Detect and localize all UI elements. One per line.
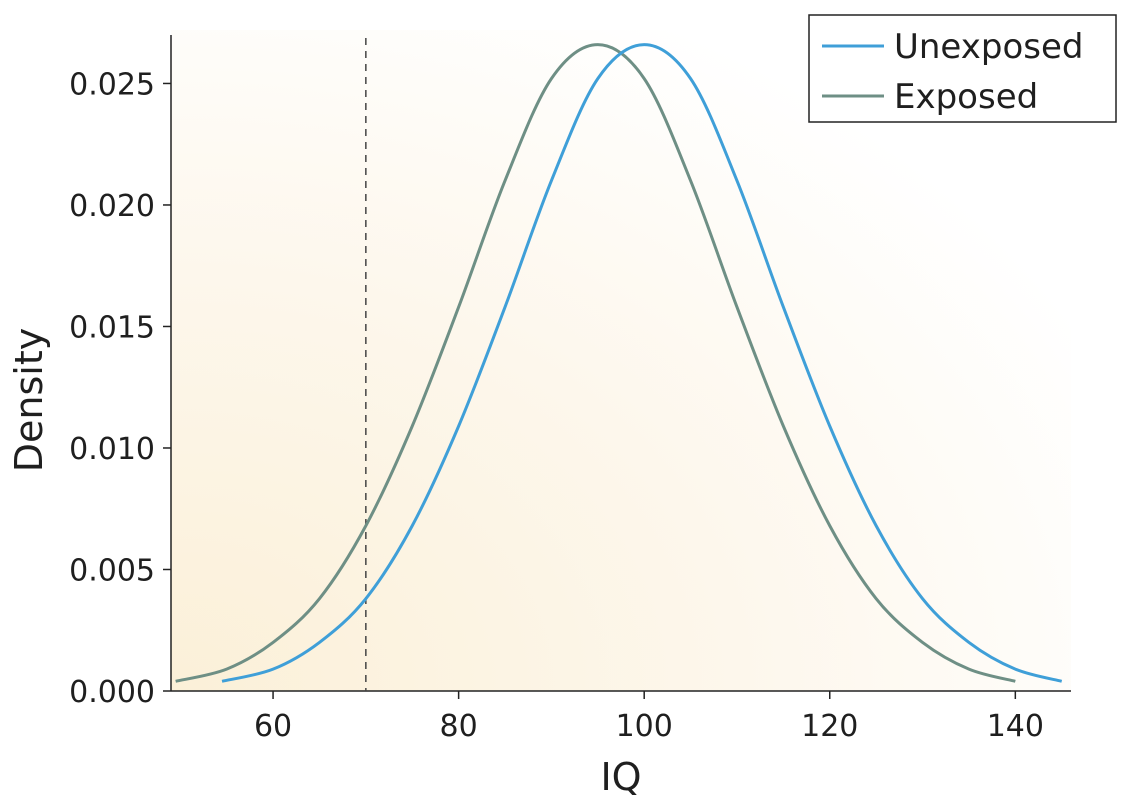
x-tick-label: 60 — [254, 709, 292, 744]
y-tick-label: 0.025 — [69, 67, 155, 102]
y-tick-label: 0.010 — [69, 432, 155, 467]
x-tick-label: 120 — [801, 709, 858, 744]
series-layer — [175, 43, 1063, 683]
series-line-exposed — [175, 43, 1016, 683]
legend-label-exposed: Exposed — [894, 77, 1038, 117]
x-axis-title: IQ — [600, 755, 641, 799]
x-tick-label: 80 — [440, 709, 478, 744]
y-axis-title: Density — [7, 328, 51, 472]
y-tick-label: 0.000 — [69, 675, 155, 710]
y-tick-label: 0.005 — [69, 553, 155, 588]
x-tick-label: 140 — [987, 709, 1044, 744]
y-tick-label: 0.015 — [69, 310, 155, 345]
series-line-unexposed — [221, 43, 1063, 683]
x-tick-label: 100 — [616, 709, 673, 744]
legend-label-unexposed: Unexposed — [894, 27, 1083, 67]
plot-background — [171, 30, 1071, 691]
y-tick-label: 0.020 — [69, 189, 155, 224]
axes: 0.000 0.005 0.010 0.015 0.020 0.025 60 80 100 120… — [69, 35, 1071, 744]
legend-box — [808, 14, 1117, 123]
legend: Unexposed Exposed — [808, 14, 1117, 123]
